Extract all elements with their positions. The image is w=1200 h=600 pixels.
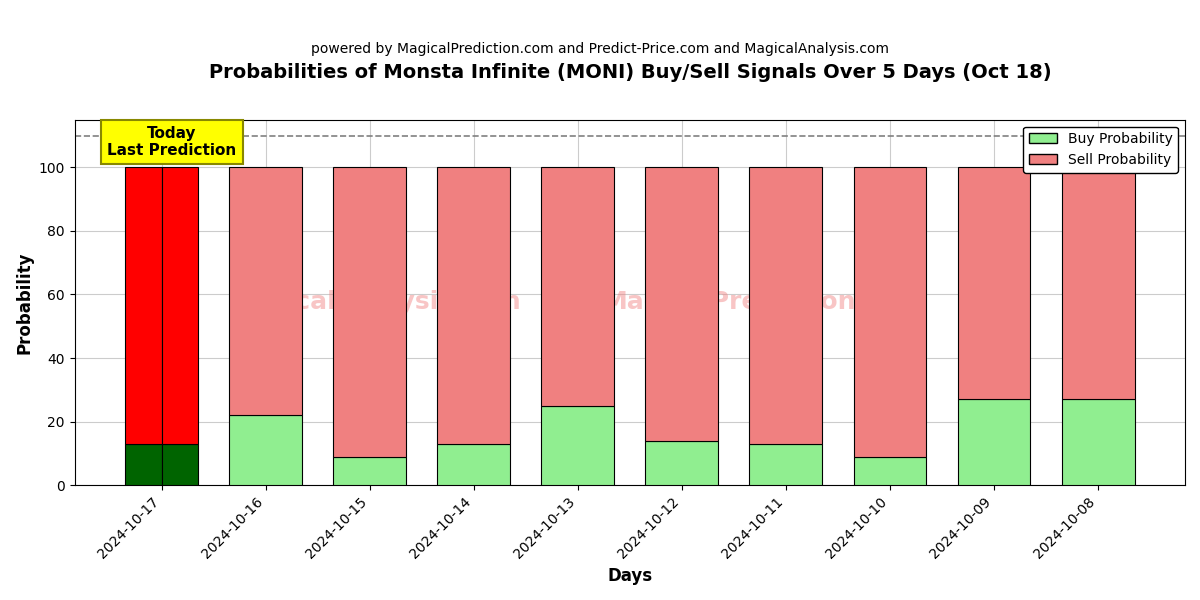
Y-axis label: Probability: Probability bbox=[16, 251, 34, 353]
Bar bbox=[334, 457, 406, 485]
Bar bbox=[646, 167, 719, 440]
Title: Probabilities of Monsta Infinite (MONI) Buy/Sell Signals Over 5 Days (Oct 18): Probabilities of Monsta Infinite (MONI) … bbox=[209, 63, 1051, 82]
Bar bbox=[162, 444, 198, 485]
Bar bbox=[1062, 167, 1134, 400]
Bar bbox=[437, 444, 510, 485]
Bar bbox=[437, 167, 510, 444]
Text: Today
Last Prediction: Today Last Prediction bbox=[107, 126, 236, 158]
Bar bbox=[958, 167, 1031, 400]
Bar bbox=[334, 167, 406, 457]
Bar bbox=[750, 444, 822, 485]
Bar bbox=[750, 167, 822, 444]
Bar bbox=[853, 167, 926, 457]
Text: MagicalAnalysis.com: MagicalAnalysis.com bbox=[228, 290, 521, 314]
X-axis label: Days: Days bbox=[607, 567, 653, 585]
Bar bbox=[162, 167, 198, 444]
Bar bbox=[541, 167, 614, 406]
Bar bbox=[125, 444, 162, 485]
Bar bbox=[1062, 400, 1134, 485]
Bar bbox=[125, 167, 162, 444]
Bar bbox=[229, 167, 302, 415]
Bar bbox=[229, 415, 302, 485]
Bar bbox=[541, 406, 614, 485]
Text: powered by MagicalPrediction.com and Predict-Price.com and MagicalAnalysis.com: powered by MagicalPrediction.com and Pre… bbox=[311, 42, 889, 56]
Legend: Buy Probability, Sell Probability: Buy Probability, Sell Probability bbox=[1024, 127, 1178, 173]
Bar bbox=[958, 400, 1031, 485]
Bar bbox=[646, 440, 719, 485]
Bar bbox=[853, 457, 926, 485]
Text: MagicalPrediction.com: MagicalPrediction.com bbox=[602, 290, 924, 314]
